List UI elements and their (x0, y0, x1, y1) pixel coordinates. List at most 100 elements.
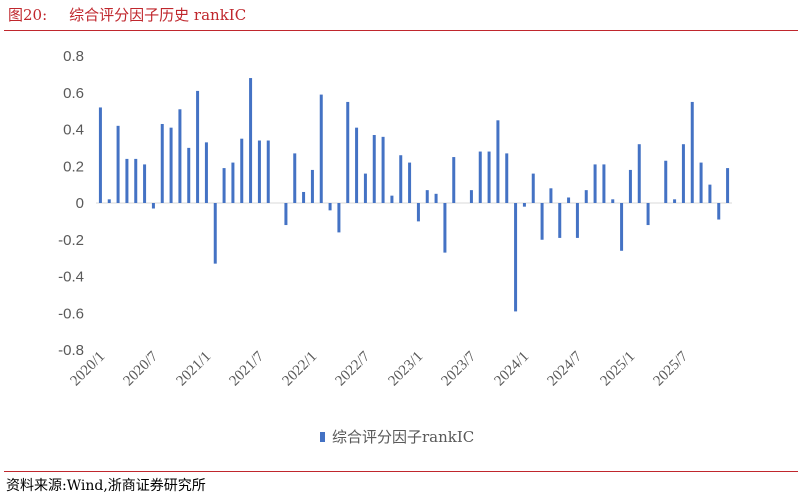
y-tick-label: 0.8 (63, 48, 84, 65)
figure-title: 综合评分因子历史 rankIC (69, 6, 247, 24)
bar (726, 168, 730, 203)
bar (363, 173, 367, 203)
bar (416, 203, 420, 222)
bar (98, 107, 102, 203)
bar (487, 151, 491, 203)
bar (204, 142, 208, 203)
x-tick-label: 2023/7 (438, 348, 479, 389)
bar (452, 157, 456, 203)
bar (673, 199, 677, 203)
bar (293, 153, 297, 203)
bar (584, 190, 588, 203)
bar (310, 169, 314, 203)
y-tick-label: -0.8 (58, 342, 84, 359)
bar (328, 203, 332, 211)
bar (116, 125, 120, 203)
source-note: 资料来源:Wind,浙商证券研究所 (6, 478, 206, 494)
bar (717, 203, 721, 220)
bar (213, 203, 217, 264)
bar (178, 109, 182, 203)
x-tick-label: 2024/1 (491, 349, 532, 390)
x-tick-label: 2021/1 (173, 349, 214, 390)
bar (469, 190, 473, 203)
bar (143, 164, 147, 203)
bar (249, 78, 253, 203)
y-tick-label: 0 (76, 195, 84, 212)
bar (257, 140, 261, 203)
x-tick-label: 2022/7 (332, 348, 373, 389)
bar (390, 195, 394, 203)
x-tick-label: 2025/1 (597, 349, 638, 390)
footer-divider (4, 471, 798, 472)
bar (381, 136, 385, 203)
x-tick-label: 2021/7 (226, 348, 267, 389)
bar (266, 140, 270, 203)
x-tick-label: 2025/7 (650, 348, 691, 389)
bar (169, 127, 173, 203)
bar (443, 203, 447, 253)
bar (496, 120, 500, 203)
bar (637, 144, 641, 203)
bar (107, 199, 111, 203)
bar (434, 193, 438, 203)
bar (302, 191, 306, 203)
y-tick-label: -0.6 (58, 305, 84, 322)
bar (708, 184, 712, 204)
bar (196, 90, 200, 203)
x-axis: 2020/1 2020/7 2021/1 2021/7 2022/1 2022/7 2023… (67, 348, 691, 389)
x-tick-label: 2023/1 (385, 349, 426, 390)
x-tick-label: 2020/7 (120, 348, 161, 389)
y-tick-label: -0.4 (58, 269, 84, 286)
bar (337, 203, 341, 233)
bar (620, 203, 624, 251)
bar (664, 160, 668, 203)
bar (125, 158, 129, 203)
bar (593, 164, 597, 203)
bar (540, 203, 544, 240)
bar (160, 123, 164, 203)
bar (231, 162, 235, 203)
figure-number: 图20: (8, 6, 48, 24)
bar (425, 190, 429, 203)
bar (646, 203, 650, 226)
bar (602, 164, 606, 203)
bar (319, 94, 323, 203)
figure-header: 图20: 综合评分因子历史 rankIC (8, 4, 798, 28)
bar (355, 127, 359, 203)
bar (399, 155, 403, 203)
y-axis: 0.8 0.6 0.4 0.2 0 -0.2 -0.4 -0.6 -0.8 (58, 48, 84, 359)
legend: 综合评分因子rankIC (320, 428, 474, 446)
y-tick-label: 0.2 (63, 158, 84, 175)
bar (628, 169, 632, 203)
bar (549, 188, 553, 203)
bar (134, 158, 138, 203)
bar (567, 197, 571, 203)
bar (222, 168, 226, 203)
bar-series (98, 78, 730, 312)
bar (240, 138, 244, 203)
bar (408, 162, 412, 203)
bar (151, 203, 155, 209)
bar (611, 199, 615, 203)
x-tick-label: 2022/1 (279, 349, 320, 390)
bar (187, 147, 191, 204)
legend-swatch (320, 432, 325, 442)
x-tick-label: 2024/7 (544, 348, 585, 389)
bar (505, 153, 509, 203)
bar (346, 101, 350, 203)
bar (690, 101, 694, 203)
bar (372, 135, 376, 203)
y-tick-label: 0.6 (63, 85, 84, 102)
y-tick-label: -0.2 (58, 232, 84, 249)
bar (522, 203, 526, 207)
bar (478, 151, 482, 203)
bar (284, 203, 288, 226)
bar (558, 203, 562, 238)
bar (681, 144, 685, 203)
header-divider (4, 30, 798, 31)
bar (531, 173, 535, 203)
bar (575, 203, 579, 238)
bar (514, 203, 518, 312)
legend-label: 综合评分因子rankIC (332, 428, 474, 446)
